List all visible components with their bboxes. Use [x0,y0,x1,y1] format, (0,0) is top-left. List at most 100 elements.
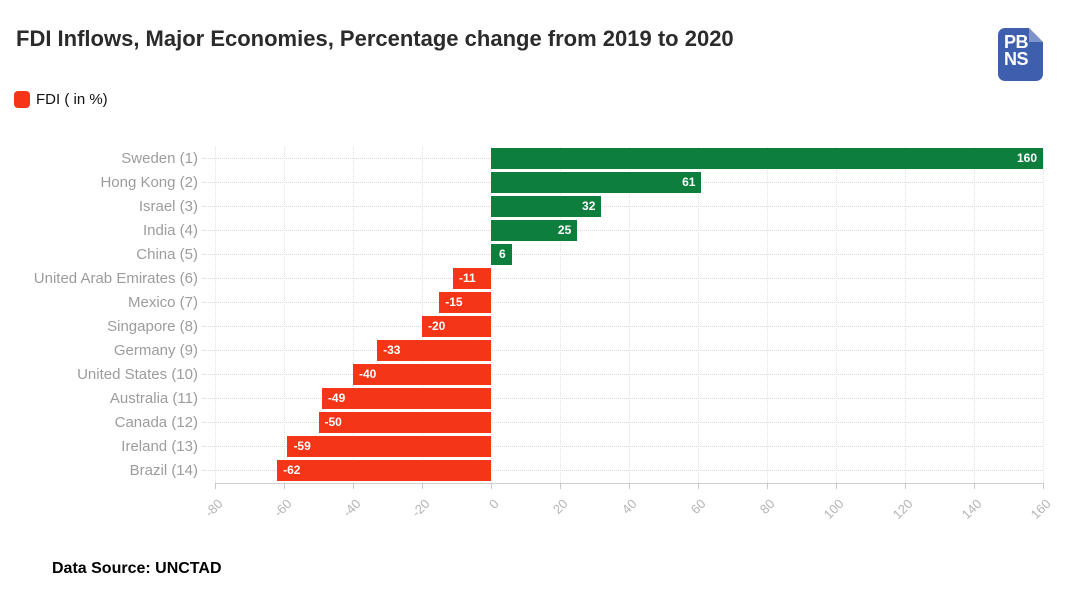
axis-tick [215,483,216,489]
chart-row: Singapore (8) -20 [107,315,1043,339]
row-leader-line [203,230,1043,231]
bar-value-label: -11 [459,271,476,285]
axis-tick-label: 0 [485,496,502,512]
chart-row: Australia (11) -49 [110,387,1043,411]
axis-tick-label: 20 [549,496,571,517]
gridline [215,147,216,483]
chart-row: Israel (3) 32 [139,195,1043,219]
bar-value-label: 160 [1016,151,1037,165]
bar-value-label: -59 [293,439,311,453]
bar: 6 [491,244,512,265]
chart-row: Sweden (1) 160 [121,147,1043,171]
gridline [353,147,354,483]
axis-tick [629,483,630,489]
axis-tick-label: 40 [618,496,640,517]
bar-value-label: -15 [445,295,463,309]
category-label: China (5) [136,246,198,263]
data-source-note: Data Source: UNCTAD [52,560,222,577]
gridline [422,147,423,483]
bar: -11 [453,268,491,289]
chart-row: China (5) 6 [136,243,1043,267]
bar: -62 [277,460,491,481]
logo-text: PB NS [1004,34,1028,68]
logo-line-2: NS [1004,48,1029,69]
bar: -40 [353,364,491,385]
row-leader-line [203,398,1043,399]
gridline [836,147,837,483]
category-label: Mexico (7) [127,294,198,311]
category-label: Australia (11) [109,390,198,407]
category-label: Sweden (1) [121,150,198,167]
bar: 160 [491,148,1043,169]
bar-value-label: 25 [557,223,572,237]
chart-row: Ireland (13) -59 [121,435,1043,459]
chart-row: India (4) 25 [143,219,1043,243]
category-label: India (4) [142,222,198,239]
axis-tick-label: -60 [270,496,295,520]
bar: 61 [491,172,702,193]
row-leader-line [203,206,1043,207]
row-leader-line [203,350,1043,351]
gridline [767,147,768,483]
axis-tick-label: -80 [201,496,226,520]
bar-value-label: -49 [327,391,346,405]
bar-value-label: 61 [682,175,696,189]
bar: 32 [491,196,602,217]
axis-tick-label: -40 [339,496,364,520]
bar-chart-plot-area: -80 -60 -40 -20 0 20 40 60 80 100 120 140 160 Sweden … [34,147,1054,522]
category-label: Israel (3) [138,198,198,215]
axis-tick-label: 140 [958,496,985,522]
chart-row: Canada (12) -50 [115,411,1043,435]
bar-value-label: -50 [324,415,342,429]
logo-line-1: PB [1004,32,1029,52]
bar-value-label: -33 [383,343,401,357]
page-title: FDI Inflows, Major Economies, Percentage… [16,26,734,51]
category-label: Hong Kong (2) [100,174,198,191]
category-label: United States (10) [77,366,198,383]
row-leader-line [203,254,1043,255]
axis-tick [284,483,285,489]
chart-row: Mexico (7) -15 [128,291,1043,315]
chart-row: Hong Kong (2) 61 [100,171,1043,195]
legend-swatch-icon [14,91,30,108]
bar-value-label: -20 [428,319,446,333]
axis-tick [491,483,492,489]
gridline [491,147,492,483]
axis-tick-label: 120 [889,496,916,522]
category-label: Germany (9) [113,342,198,359]
bar: -20 [422,316,491,337]
axis-tick [767,483,768,489]
axis-tick [698,483,699,489]
bar-value-label: -62 [283,463,301,477]
row-leader-line [203,374,1043,375]
axis-tick [560,483,561,489]
bar: -59 [287,436,491,457]
axis-tick [974,483,975,489]
gridline [284,147,285,483]
axis-tick-label: 80 [756,496,778,517]
bar: -50 [318,412,491,433]
axis-tick-label: 160 [1027,496,1054,522]
bar-value-label: 6 [499,247,506,261]
chart-row: Germany (9) -33 [114,339,1043,363]
gridline [1043,147,1044,483]
category-label: Brazil (14) [129,462,198,479]
axis-tick-label: -20 [408,496,433,520]
category-label: Ireland (13) [121,438,198,455]
gridline [560,147,561,483]
row-leader-line [203,422,1043,423]
axis-tick [905,483,906,489]
axis-tick [422,483,423,489]
legend: FDI ( in %) [14,91,108,108]
bar: -33 [377,340,491,361]
chart-row: United Arab Emirates (6) -11 [34,267,1043,291]
bar-value-label: 32 [582,199,596,213]
category-label: United Arab Emirates (6) [33,270,198,287]
axis-tick [1043,483,1044,489]
row-leader-line [203,278,1043,279]
row-leader-line [203,302,1043,303]
axis-tick [353,483,354,489]
chart-row: United States (10) -40 [77,363,1043,387]
gridline [698,147,699,483]
row-leader-line [203,470,1043,471]
